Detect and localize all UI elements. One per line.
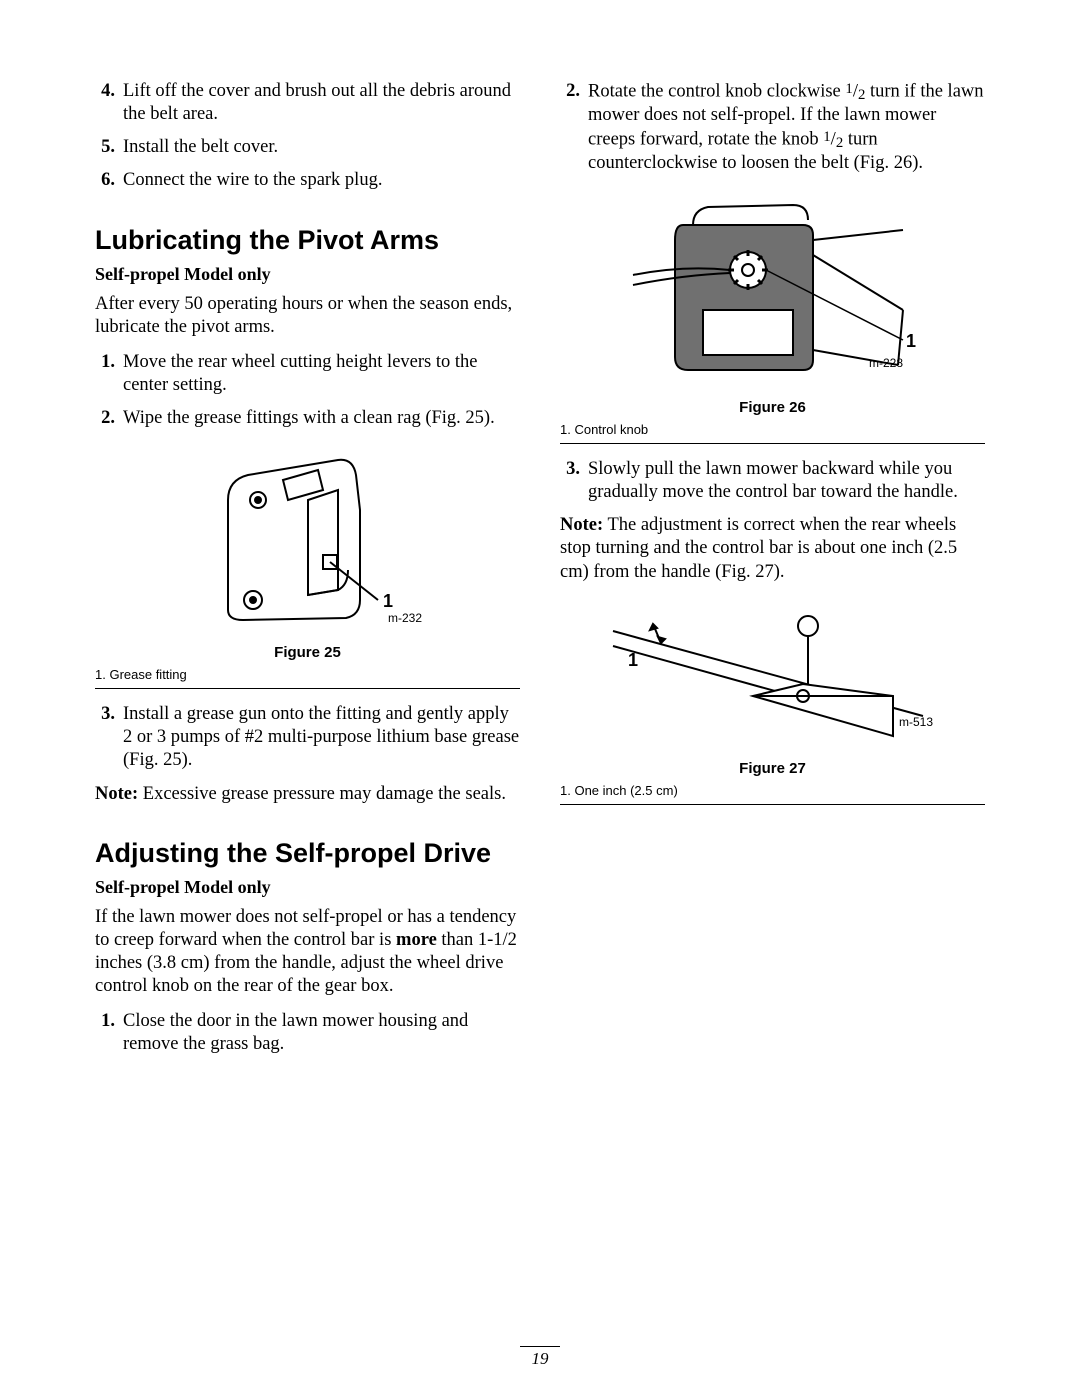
callout-1: 1 (906, 331, 916, 351)
note-body: The adjustment is correct when the rear … (560, 515, 957, 581)
subhead: Self-propel Model only (95, 264, 520, 285)
note-body: Excessive grease pressure may damage the… (138, 784, 506, 804)
list-text: Lift off the cover and brush out all the… (123, 80, 520, 126)
list-num: 5. (95, 136, 123, 159)
list-num: 1. (95, 351, 123, 397)
list-text: Wipe the grease fittings with a clean ra… (123, 407, 520, 430)
list-text: Install the belt cover. (123, 136, 520, 159)
list-text: Close the door in the lawn mower housing… (123, 1010, 520, 1056)
divider (95, 688, 520, 689)
figure-26-legend: 1. Control knob (560, 422, 985, 437)
list-item: 4. Lift off the cover and brush out all … (95, 80, 520, 126)
list-num: 6. (95, 169, 123, 192)
divider (560, 804, 985, 805)
figure-25-legend: 1. Grease fitting (95, 667, 520, 682)
callout-1: 1 (628, 650, 638, 670)
list-num: 1. (95, 1010, 123, 1056)
paragraph-adjust: If the lawn mower does not self-propel o… (95, 906, 520, 999)
list-item: 1. Close the door in the lawn mower hous… (95, 1010, 520, 1056)
figure-25-svg: 1 m-232 (188, 440, 428, 640)
note-label: Note: (95, 784, 138, 804)
list-item: 3. Install a grease gun onto the fitting… (95, 703, 520, 772)
text: Rotate the control knob clockwise (588, 82, 845, 102)
right-column: 2. Rotate the control knob clockwise 1/2… (560, 80, 985, 1337)
figure-code: m-232 (388, 611, 422, 625)
list-text: Install a grease gun onto the fitting an… (123, 703, 520, 772)
page-content: 4. Lift off the cover and brush out all … (95, 80, 985, 1337)
heading-lubricating: Lubricating the Pivot Arms (95, 225, 520, 256)
steps-lub-b: 3. Install a grease gun onto the fitting… (95, 703, 520, 772)
paragraph: After every 50 operating hours or when t… (95, 293, 520, 339)
steps-top: 4. Lift off the cover and brush out all … (95, 80, 520, 193)
list-text: Move the rear wheel cutting height lever… (123, 351, 520, 397)
figure-27: 1 m-513 Figure 27 (560, 596, 985, 777)
list-num: 2. (560, 80, 588, 175)
figure-25: 1 m-232 Figure 25 (95, 440, 520, 661)
frac-num: 1 (845, 81, 852, 97)
note-label: Note: (560, 515, 603, 535)
list-num: 4. (95, 80, 123, 126)
heading-adjusting: Adjusting the Self-propel Drive (95, 838, 520, 869)
figure-27-svg: 1 m-513 (593, 596, 953, 756)
figure-27-legend: 1. One inch (2.5 cm) (560, 783, 985, 798)
list-item: 3. Slowly pull the lawn mower backward w… (560, 458, 985, 504)
figure-26: 1 m-228 Figure 26 (560, 195, 985, 416)
frac-num: 1 (823, 129, 830, 145)
note-lub: Note: Excessive grease pressure may dama… (95, 783, 520, 806)
list-num: 2. (95, 407, 123, 430)
list-item: 2. Wipe the grease fittings with a clean… (95, 407, 520, 430)
figure-caption: Figure 27 (560, 760, 985, 777)
figure-caption: Figure 25 (95, 644, 520, 661)
divider (560, 443, 985, 444)
list-item: 6. Connect the wire to the spark plug. (95, 169, 520, 192)
list-text: Connect the wire to the spark plug. (123, 169, 520, 192)
figure-26-svg: 1 m-228 (603, 195, 943, 395)
figure-caption: Figure 26 (560, 399, 985, 416)
list-item: 5. Install the belt cover. (95, 136, 520, 159)
steps-right-b: 3. Slowly pull the lawn mower backward w… (560, 458, 985, 504)
subhead: Self-propel Model only (95, 877, 520, 898)
list-text: Slowly pull the lawn mower backward whil… (588, 458, 985, 504)
figure-code: m-228 (868, 356, 902, 370)
list-num: 3. (95, 703, 123, 772)
page-number: 19 (0, 1349, 1080, 1369)
steps-adj: 1. Close the door in the lawn mower hous… (95, 1010, 520, 1056)
list-text: Rotate the control knob clockwise 1/2 tu… (588, 80, 985, 175)
figure-code: m-513 (898, 715, 932, 729)
list-item: 2. Rotate the control knob clockwise 1/2… (560, 80, 985, 175)
callout-1: 1 (383, 591, 393, 611)
left-column: 4. Lift off the cover and brush out all … (95, 80, 520, 1337)
footer-rule (520, 1346, 560, 1347)
bold-more: more (396, 930, 437, 950)
note-right: Note: The adjustment is correct when the… (560, 514, 985, 583)
list-item: 1. Move the rear wheel cutting height le… (95, 351, 520, 397)
list-num: 3. (560, 458, 588, 504)
steps-lub-a: 1. Move the rear wheel cutting height le… (95, 351, 520, 430)
